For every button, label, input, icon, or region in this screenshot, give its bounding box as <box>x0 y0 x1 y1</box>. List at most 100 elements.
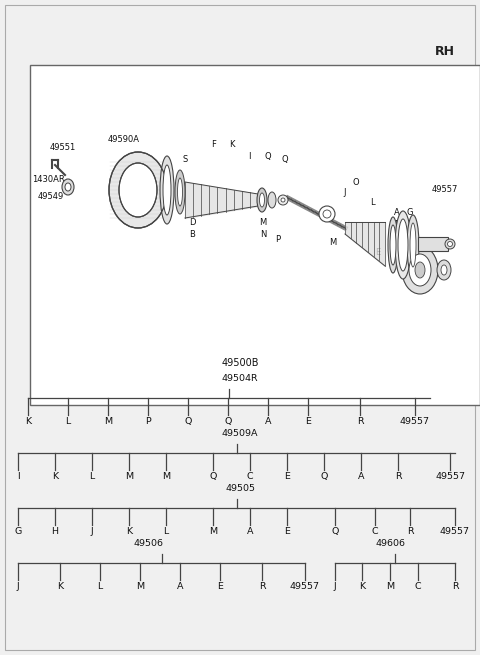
Ellipse shape <box>415 262 425 278</box>
Text: 1430AR: 1430AR <box>32 175 65 184</box>
Ellipse shape <box>395 211 411 279</box>
Text: K: K <box>229 140 235 149</box>
Text: 49505: 49505 <box>225 484 255 493</box>
Text: C: C <box>372 527 378 536</box>
Text: A: A <box>247 527 253 536</box>
Text: L: L <box>370 198 374 207</box>
Text: 49557: 49557 <box>290 582 320 591</box>
Text: H: H <box>402 268 408 277</box>
Ellipse shape <box>402 246 438 294</box>
Ellipse shape <box>160 156 174 224</box>
Text: S: S <box>182 155 188 164</box>
Text: 49551: 49551 <box>50 143 76 152</box>
Text: M: M <box>259 218 266 227</box>
Text: G: G <box>407 208 413 217</box>
Ellipse shape <box>437 260 451 280</box>
Text: E: E <box>305 417 311 426</box>
Text: K: K <box>52 472 58 481</box>
Text: K: K <box>25 417 31 426</box>
Text: P: P <box>276 235 281 244</box>
Text: F: F <box>212 140 216 149</box>
Text: A: A <box>394 208 400 217</box>
Text: R: R <box>395 472 401 481</box>
Text: 49504R: 49504R <box>222 374 258 383</box>
Circle shape <box>447 242 453 246</box>
Text: K: K <box>57 582 63 591</box>
Text: 49606: 49606 <box>375 539 405 548</box>
Text: M: M <box>162 472 170 481</box>
Text: A: A <box>177 582 183 591</box>
Text: M: M <box>125 472 133 481</box>
Ellipse shape <box>65 183 71 191</box>
Ellipse shape <box>409 254 431 286</box>
Text: 49557: 49557 <box>440 527 470 536</box>
Ellipse shape <box>398 219 408 271</box>
Text: B: B <box>189 230 195 239</box>
Text: R: R <box>259 582 265 591</box>
Text: R: R <box>407 527 413 536</box>
Ellipse shape <box>109 152 167 228</box>
Text: J: J <box>17 582 19 591</box>
Bar <box>30 65 480 405</box>
Text: M: M <box>329 238 336 247</box>
Text: Q: Q <box>282 155 288 164</box>
Text: I: I <box>17 472 19 481</box>
Text: M: M <box>386 582 394 591</box>
Text: 49557: 49557 <box>435 472 465 481</box>
Ellipse shape <box>407 215 419 275</box>
Text: L: L <box>97 582 103 591</box>
Text: K: K <box>359 582 365 591</box>
Text: I: I <box>248 152 250 161</box>
Text: C: C <box>415 582 421 591</box>
Ellipse shape <box>388 217 398 273</box>
Text: J: J <box>344 188 346 197</box>
Text: RH: RH <box>435 45 455 58</box>
Text: M: M <box>209 527 217 536</box>
Text: D: D <box>189 218 195 227</box>
Text: 49557: 49557 <box>400 417 430 426</box>
Text: C: C <box>247 472 253 481</box>
Ellipse shape <box>163 165 171 215</box>
Text: E: E <box>284 527 290 536</box>
Text: R: R <box>357 417 363 426</box>
Text: 49557: 49557 <box>432 185 458 194</box>
Text: Q: Q <box>264 152 271 161</box>
Circle shape <box>323 210 331 218</box>
Text: E: E <box>375 248 381 257</box>
Ellipse shape <box>268 192 276 208</box>
Text: P: P <box>145 417 151 426</box>
Text: M: M <box>104 417 112 426</box>
Text: Q: Q <box>331 527 339 536</box>
Text: 49500B: 49500B <box>221 358 259 368</box>
Circle shape <box>281 198 285 202</box>
Ellipse shape <box>410 223 416 267</box>
Text: Q: Q <box>320 472 328 481</box>
Circle shape <box>278 195 288 205</box>
Ellipse shape <box>178 178 182 206</box>
Text: E: E <box>217 582 223 591</box>
Text: Q: Q <box>184 417 192 426</box>
Text: G: G <box>14 527 22 536</box>
Circle shape <box>445 239 455 249</box>
Text: N: N <box>260 230 266 239</box>
Text: J: J <box>334 582 336 591</box>
Text: Q: Q <box>209 472 216 481</box>
Ellipse shape <box>175 170 185 214</box>
Ellipse shape <box>390 225 396 265</box>
Ellipse shape <box>62 179 74 195</box>
Text: L: L <box>89 472 95 481</box>
Text: R: R <box>452 582 458 591</box>
Text: E: E <box>284 472 290 481</box>
Text: A: A <box>265 417 271 426</box>
Text: L: L <box>65 417 71 426</box>
Text: Q: Q <box>224 417 232 426</box>
Text: M: M <box>136 582 144 591</box>
Text: 49549: 49549 <box>38 192 64 201</box>
Bar <box>418 237 448 251</box>
Text: H: H <box>51 527 59 536</box>
Ellipse shape <box>257 188 267 212</box>
Text: L: L <box>163 527 168 536</box>
Text: 49548: 49548 <box>422 268 448 277</box>
Text: 49506: 49506 <box>133 539 163 548</box>
Text: 49590A: 49590A <box>108 135 140 144</box>
